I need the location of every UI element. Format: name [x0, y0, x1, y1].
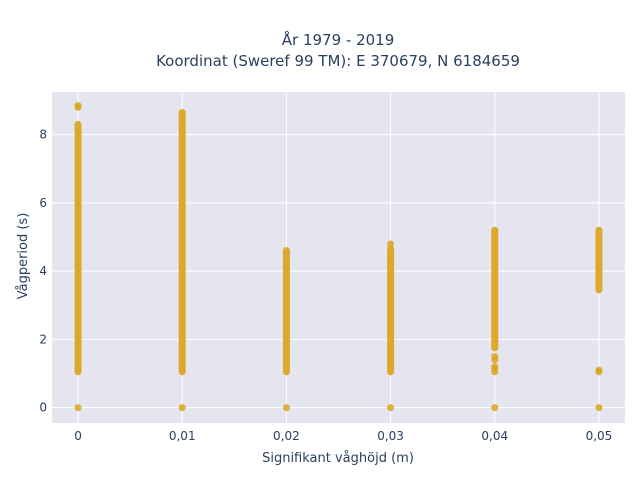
- point-column-5: [595, 226, 603, 294]
- x-tick-label-2: 0,02: [273, 429, 300, 443]
- y-axis-ticks: 0 2 4 6 8: [39, 128, 47, 415]
- x-axis-ticks: 0 0,01 0,02 0,03 0,04 0,05: [74, 429, 612, 443]
- y-tick-label-1: 2: [39, 332, 47, 346]
- y-tick-label-2: 4: [39, 264, 47, 278]
- x-axis-title: Signifikant våghöjd (m): [262, 451, 414, 466]
- x-tick-label-4: 0,04: [481, 429, 508, 443]
- data-point-4: [282, 404, 290, 412]
- point-column-3: [387, 245, 395, 376]
- data-point-13: [595, 404, 603, 412]
- data-point-12: [491, 352, 499, 360]
- x-tick-label-1: 0,01: [169, 429, 196, 443]
- point-column-1: [178, 108, 186, 376]
- x-tick-label-5: 0,05: [586, 429, 613, 443]
- x-tick-label-3: 0,03: [377, 429, 404, 443]
- chart-title-line-1: År 1979 - 2019: [282, 30, 395, 49]
- point-column-4: [491, 226, 499, 352]
- data-point-5: [387, 404, 395, 412]
- point-column-0: [74, 120, 82, 376]
- y-axis-title: Vågperiod (s): [16, 213, 31, 300]
- plot-area: [52, 92, 625, 423]
- chart-title: År 1979 - 2019 Koordinat (Sweref 99 TM):…: [156, 30, 520, 70]
- x-tick-label-0: 0: [74, 429, 82, 443]
- y-tick-label-3: 6: [39, 196, 47, 210]
- data-points: [74, 102, 603, 412]
- y-tick-label-4: 8: [39, 128, 47, 142]
- data-point-10: [491, 363, 499, 371]
- y-tick-label-0: 0: [39, 401, 47, 415]
- data-point-3: [178, 404, 186, 412]
- data-point-2: [74, 102, 82, 110]
- data-point-7: [491, 404, 499, 412]
- data-point-0: [74, 404, 82, 412]
- chart-title-line-2: Koordinat (Sweref 99 TM): E 370679, N 61…: [156, 52, 520, 70]
- data-point-6: [387, 240, 395, 248]
- data-point-15: [595, 366, 603, 374]
- point-column-2: [282, 247, 290, 376]
